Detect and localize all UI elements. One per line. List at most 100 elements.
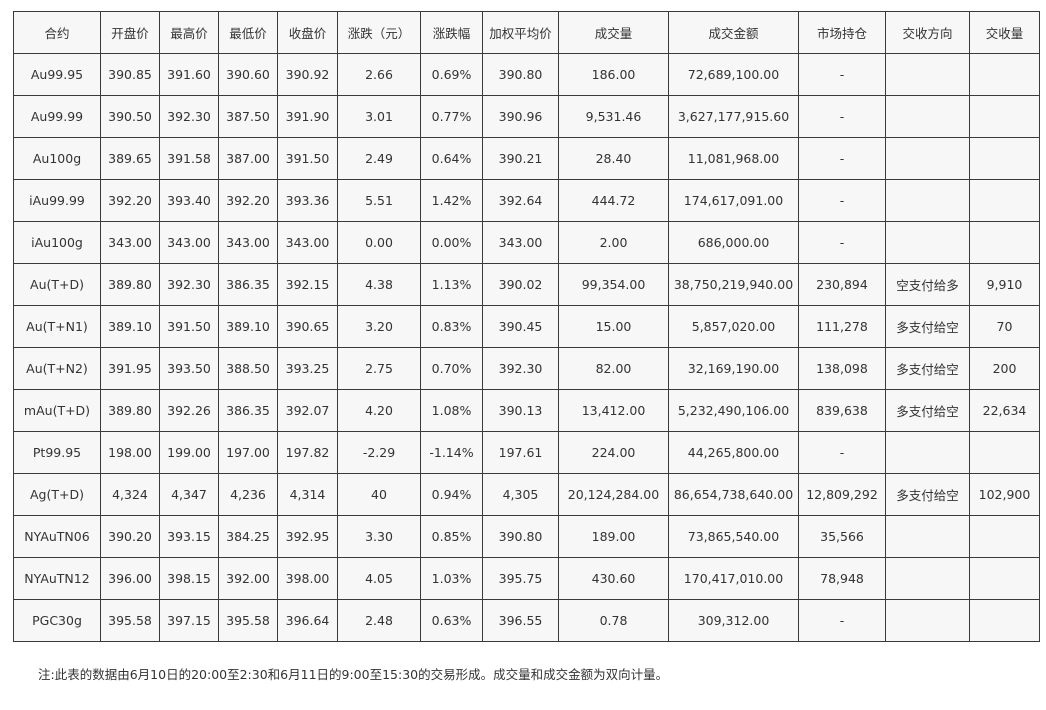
- cell-delivery-direction: [885, 221, 970, 264]
- cell-low: 384.25: [218, 515, 278, 558]
- cell-contract: Au(T+N1): [13, 305, 101, 348]
- cell-high: 393.40: [159, 179, 219, 222]
- column-header-volume: 成交量: [558, 11, 669, 54]
- cell-turnover: 72,689,100.00: [668, 53, 799, 96]
- column-header-change: 涨跌（元）: [337, 11, 421, 54]
- table-row: iAu100g 343.00 343.00 343.00 343.00 0.00 0.00%…: [13, 221, 1040, 264]
- cell-change: -2.29: [337, 431, 421, 474]
- cell-volume: 2.00: [558, 221, 669, 264]
- cell-low: 388.50: [218, 347, 278, 390]
- cell-open-interest: -: [798, 221, 886, 264]
- cell-delivery-direction: [885, 515, 970, 558]
- cell-change-pct: 0.83%: [420, 305, 483, 348]
- cell-low: 392.00: [218, 557, 278, 600]
- cell-change: 3.20: [337, 305, 421, 348]
- cell-turnover: 5,232,490,106.00: [668, 389, 799, 432]
- cell-delivery-volume: [969, 137, 1040, 180]
- cell-low: 392.20: [218, 179, 278, 222]
- cell-delivery-direction: [885, 137, 970, 180]
- cell-change-pct: 1.42%: [420, 179, 483, 222]
- cell-open-interest: 230,894: [798, 263, 886, 306]
- cell-change-pct: 0.94%: [420, 473, 483, 516]
- cell-delivery-volume: 70: [969, 305, 1040, 348]
- column-header-weighted-avg: 加权平均价: [482, 11, 559, 54]
- cell-delivery-volume: [969, 515, 1040, 558]
- cell-change-pct: 0.70%: [420, 347, 483, 390]
- cell-delivery-direction: [885, 95, 970, 138]
- table-row: iAu99.99 392.20 393.40 392.20 393.36 5.51 1.42…: [13, 179, 1040, 222]
- cell-contract: Au(T+D): [13, 263, 101, 306]
- cell-turnover: 174,617,091.00: [668, 179, 799, 222]
- cell-open: 389.65: [100, 137, 160, 180]
- cell-close: 197.82: [277, 431, 338, 474]
- cell-open-interest: -: [798, 179, 886, 222]
- cell-open-interest: -: [798, 137, 886, 180]
- cell-contract: mAu(T+D): [13, 389, 101, 432]
- cell-change: 3.01: [337, 95, 421, 138]
- cell-contract: Ag(T+D): [13, 473, 101, 516]
- cell-contract: Au99.99: [13, 95, 101, 138]
- cell-open: 343.00: [100, 221, 160, 264]
- cell-turnover: 3,627,177,915.60: [668, 95, 799, 138]
- cell-change-pct: 0.77%: [420, 95, 483, 138]
- column-header-delivery-direction: 交收方向: [885, 11, 970, 54]
- cell-delivery-direction: [885, 557, 970, 600]
- cell-close: 392.07: [277, 389, 338, 432]
- cell-low: 390.60: [218, 53, 278, 96]
- cell-low: 386.35: [218, 389, 278, 432]
- cell-weighted-avg: 390.80: [482, 53, 559, 96]
- cell-volume: 224.00: [558, 431, 669, 474]
- table-row: Au100g 389.65 391.58 387.00 391.50 2.49 0.64% 3…: [13, 137, 1040, 180]
- cell-open-interest: -: [798, 95, 886, 138]
- cell-weighted-avg: 390.45: [482, 305, 559, 348]
- cell-change: 2.48: [337, 599, 421, 642]
- cell-weighted-avg: 390.13: [482, 389, 559, 432]
- column-header-low: 最低价: [218, 11, 278, 54]
- cell-high: 392.30: [159, 95, 219, 138]
- cell-contract: NYAuTN06: [13, 515, 101, 558]
- cell-change-pct: 1.03%: [420, 557, 483, 600]
- cell-delivery-volume: [969, 599, 1040, 642]
- column-header-close: 收盘价: [277, 11, 338, 54]
- cell-close: 392.95: [277, 515, 338, 558]
- cell-open-interest: 839,638: [798, 389, 886, 432]
- cell-change: 4.38: [337, 263, 421, 306]
- column-header-contract: 合约: [13, 11, 101, 54]
- cell-low: 387.00: [218, 137, 278, 180]
- cell-contract: iAu100g: [13, 221, 101, 264]
- cell-open: 389.80: [100, 263, 160, 306]
- cell-delivery-direction: 多支付给空: [885, 347, 970, 390]
- cell-open-interest: 111,278: [798, 305, 886, 348]
- cell-contract: iAu99.99: [13, 179, 101, 222]
- cell-low: 389.10: [218, 305, 278, 348]
- table-row: PGC30g 395.58 397.15 395.58 396.64 2.48 0.63% 3…: [13, 599, 1040, 642]
- cell-change: 40: [337, 473, 421, 516]
- cell-delivery-volume: [969, 221, 1040, 264]
- cell-open: 392.20: [100, 179, 160, 222]
- cell-volume: 430.60: [558, 557, 669, 600]
- cell-open: 396.00: [100, 557, 160, 600]
- table-row: Au(T+N2) 391.95 393.50 388.50 393.25 2.75 0.70…: [13, 347, 1040, 390]
- cell-weighted-avg: 390.02: [482, 263, 559, 306]
- cell-open: 198.00: [100, 431, 160, 474]
- cell-low: 4,236: [218, 473, 278, 516]
- cell-change: 5.51: [337, 179, 421, 222]
- cell-delivery-direction: 多支付给空: [885, 473, 970, 516]
- cell-close: 391.50: [277, 137, 338, 180]
- cell-contract: NYAuTN12: [13, 557, 101, 600]
- cell-high: 343.00: [159, 221, 219, 264]
- cell-open: 390.85: [100, 53, 160, 96]
- cell-high: 392.30: [159, 263, 219, 306]
- cell-delivery-volume: [969, 95, 1040, 138]
- cell-turnover: 32,169,190.00: [668, 347, 799, 390]
- cell-delivery-volume: 9,910: [969, 263, 1040, 306]
- cell-change-pct: -1.14%: [420, 431, 483, 474]
- cell-volume: 186.00: [558, 53, 669, 96]
- cell-low: 386.35: [218, 263, 278, 306]
- column-header-open: 开盘价: [100, 11, 160, 54]
- cell-open-interest: 138,098: [798, 347, 886, 390]
- cell-delivery-volume: [969, 53, 1040, 96]
- cell-open: 390.20: [100, 515, 160, 558]
- table-row: mAu(T+D) 389.80 392.26 386.35 392.07 4.20 1.08…: [13, 389, 1040, 432]
- table-header-row: 合约 开盘价 最高价 最低价 收盘价 涨跌（元） 涨跌幅 加权平均价 成交量 成交金额 市场持仓 交收…: [13, 11, 1040, 54]
